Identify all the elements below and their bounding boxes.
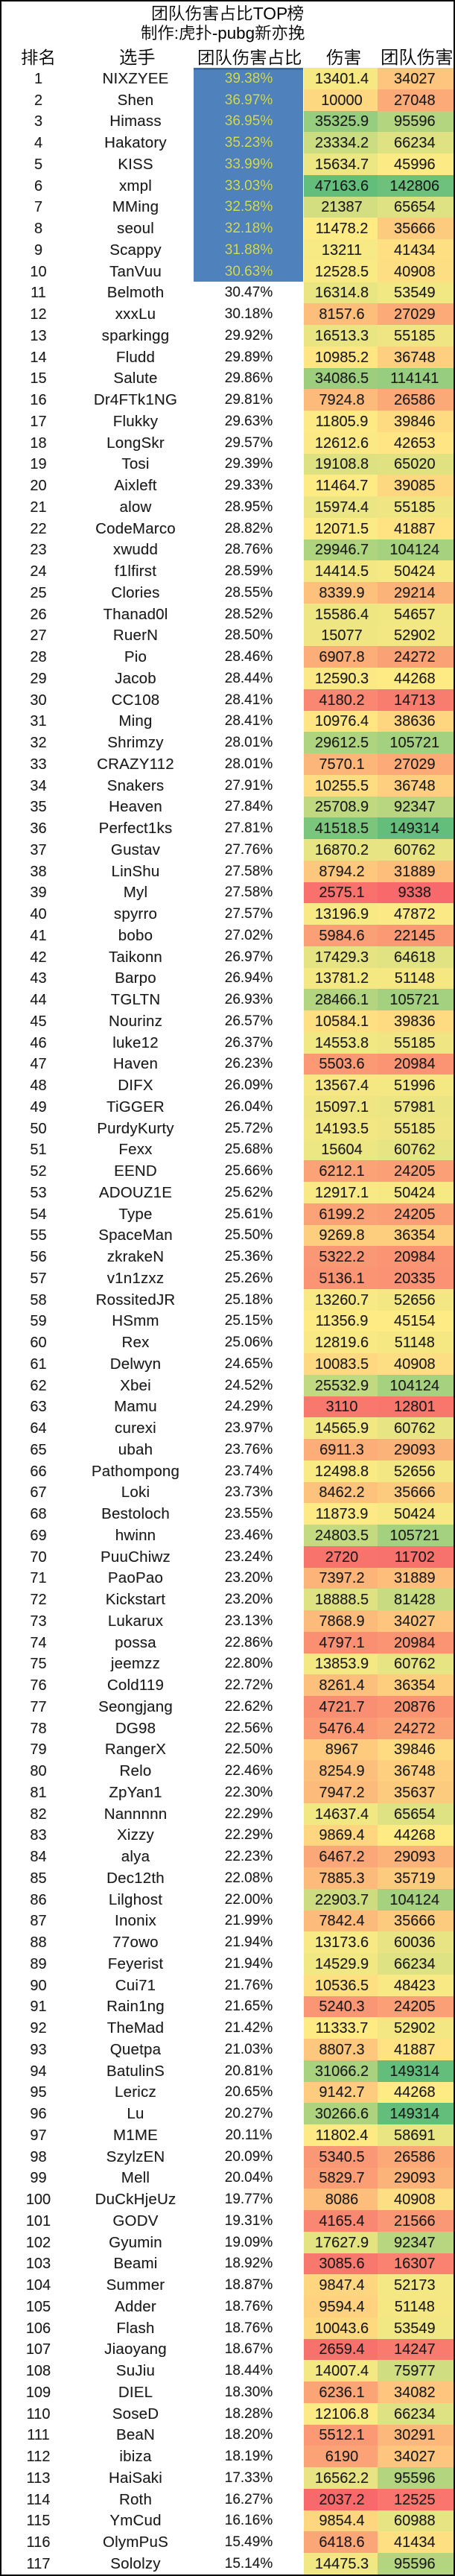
- svg-text:-pubg: -pubg: [212, 24, 255, 42]
- svg-text::: :: [174, 24, 179, 42]
- svg-text:TOP: TOP: [253, 4, 287, 23]
